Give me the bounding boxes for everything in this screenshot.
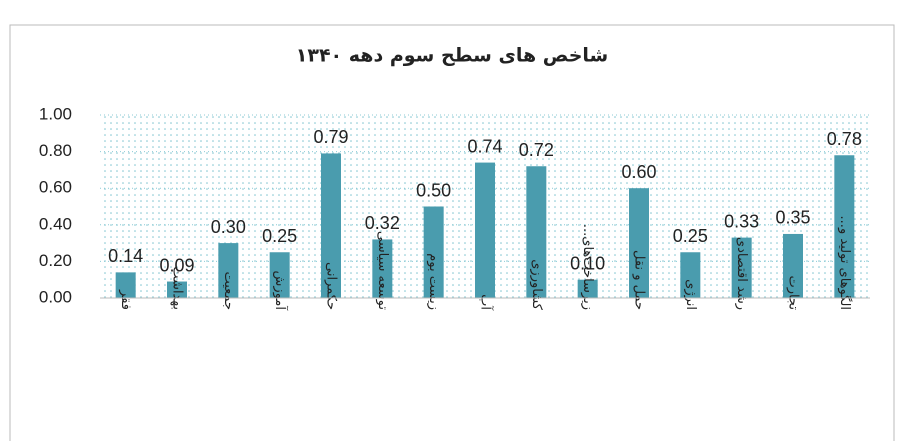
x-tick-label: الگوهای تولید و... bbox=[837, 216, 853, 310]
y-tick-label: 0.80 bbox=[39, 141, 72, 160]
value-label: 0.35 bbox=[775, 208, 810, 228]
x-tick-label: انرژی bbox=[683, 279, 698, 310]
value-label: 0.25 bbox=[262, 226, 297, 246]
bar bbox=[834, 155, 855, 298]
x-tick-label: فقر bbox=[118, 289, 133, 310]
x-tick-label: آموزش bbox=[272, 271, 289, 312]
chart-title: شاخص های سطح سوم دهه ۱۳۴۰ bbox=[296, 45, 608, 67]
x-tick-label: آب bbox=[478, 294, 495, 311]
bar bbox=[629, 188, 649, 298]
bar bbox=[783, 233, 803, 298]
bar bbox=[475, 162, 495, 298]
value-label: 0.50 bbox=[416, 180, 451, 200]
value-label: 0.14 bbox=[108, 246, 143, 266]
x-tick-label: حکمرانی bbox=[324, 262, 339, 310]
y-tick-label: 0.00 bbox=[39, 287, 72, 306]
bar bbox=[577, 279, 598, 298]
x-tick-label: رشد اقتصادی bbox=[734, 237, 749, 310]
value-label: 0.74 bbox=[467, 136, 502, 156]
x-tick-label: بهداشت bbox=[170, 266, 185, 310]
x-tick-label: توسعه سیاسی bbox=[375, 231, 390, 310]
value-label: 0.25 bbox=[673, 226, 708, 246]
value-label: 0.79 bbox=[313, 127, 348, 147]
value-label: 0.72 bbox=[519, 140, 554, 160]
bar bbox=[372, 239, 393, 298]
x-tick-label: زیرساخت‌های... bbox=[580, 224, 595, 310]
bar bbox=[269, 252, 290, 298]
bar bbox=[423, 206, 444, 298]
y-tick-label: 0.20 bbox=[39, 251, 72, 270]
value-label: 0.78 bbox=[827, 129, 862, 149]
value-label: 0.33 bbox=[724, 211, 759, 231]
value-label: 0.30 bbox=[211, 217, 246, 237]
value-label: 0.32 bbox=[365, 213, 400, 233]
value-label: 0.60 bbox=[621, 162, 656, 182]
y-tick-label: 0.40 bbox=[39, 214, 72, 233]
bar bbox=[680, 252, 701, 298]
x-tick-label: کشاورزی bbox=[529, 259, 544, 311]
value-label: 0.10 bbox=[570, 253, 605, 273]
bar bbox=[731, 237, 752, 298]
y-tick-label: 1.00 bbox=[39, 104, 72, 123]
x-tick-label: تجارت bbox=[786, 276, 801, 311]
x-tick-label: زیست بوم bbox=[426, 253, 441, 310]
x-tick-label: جمعیت bbox=[221, 271, 236, 310]
bar bbox=[526, 166, 547, 298]
y-tick-label: 0.60 bbox=[39, 178, 72, 197]
bar bbox=[321, 153, 341, 298]
bar bbox=[115, 272, 136, 298]
bar bbox=[167, 281, 187, 298]
x-tick-label: حمل و نقل bbox=[632, 250, 647, 310]
bar bbox=[218, 243, 239, 298]
value-label: 0.09 bbox=[159, 255, 194, 275]
